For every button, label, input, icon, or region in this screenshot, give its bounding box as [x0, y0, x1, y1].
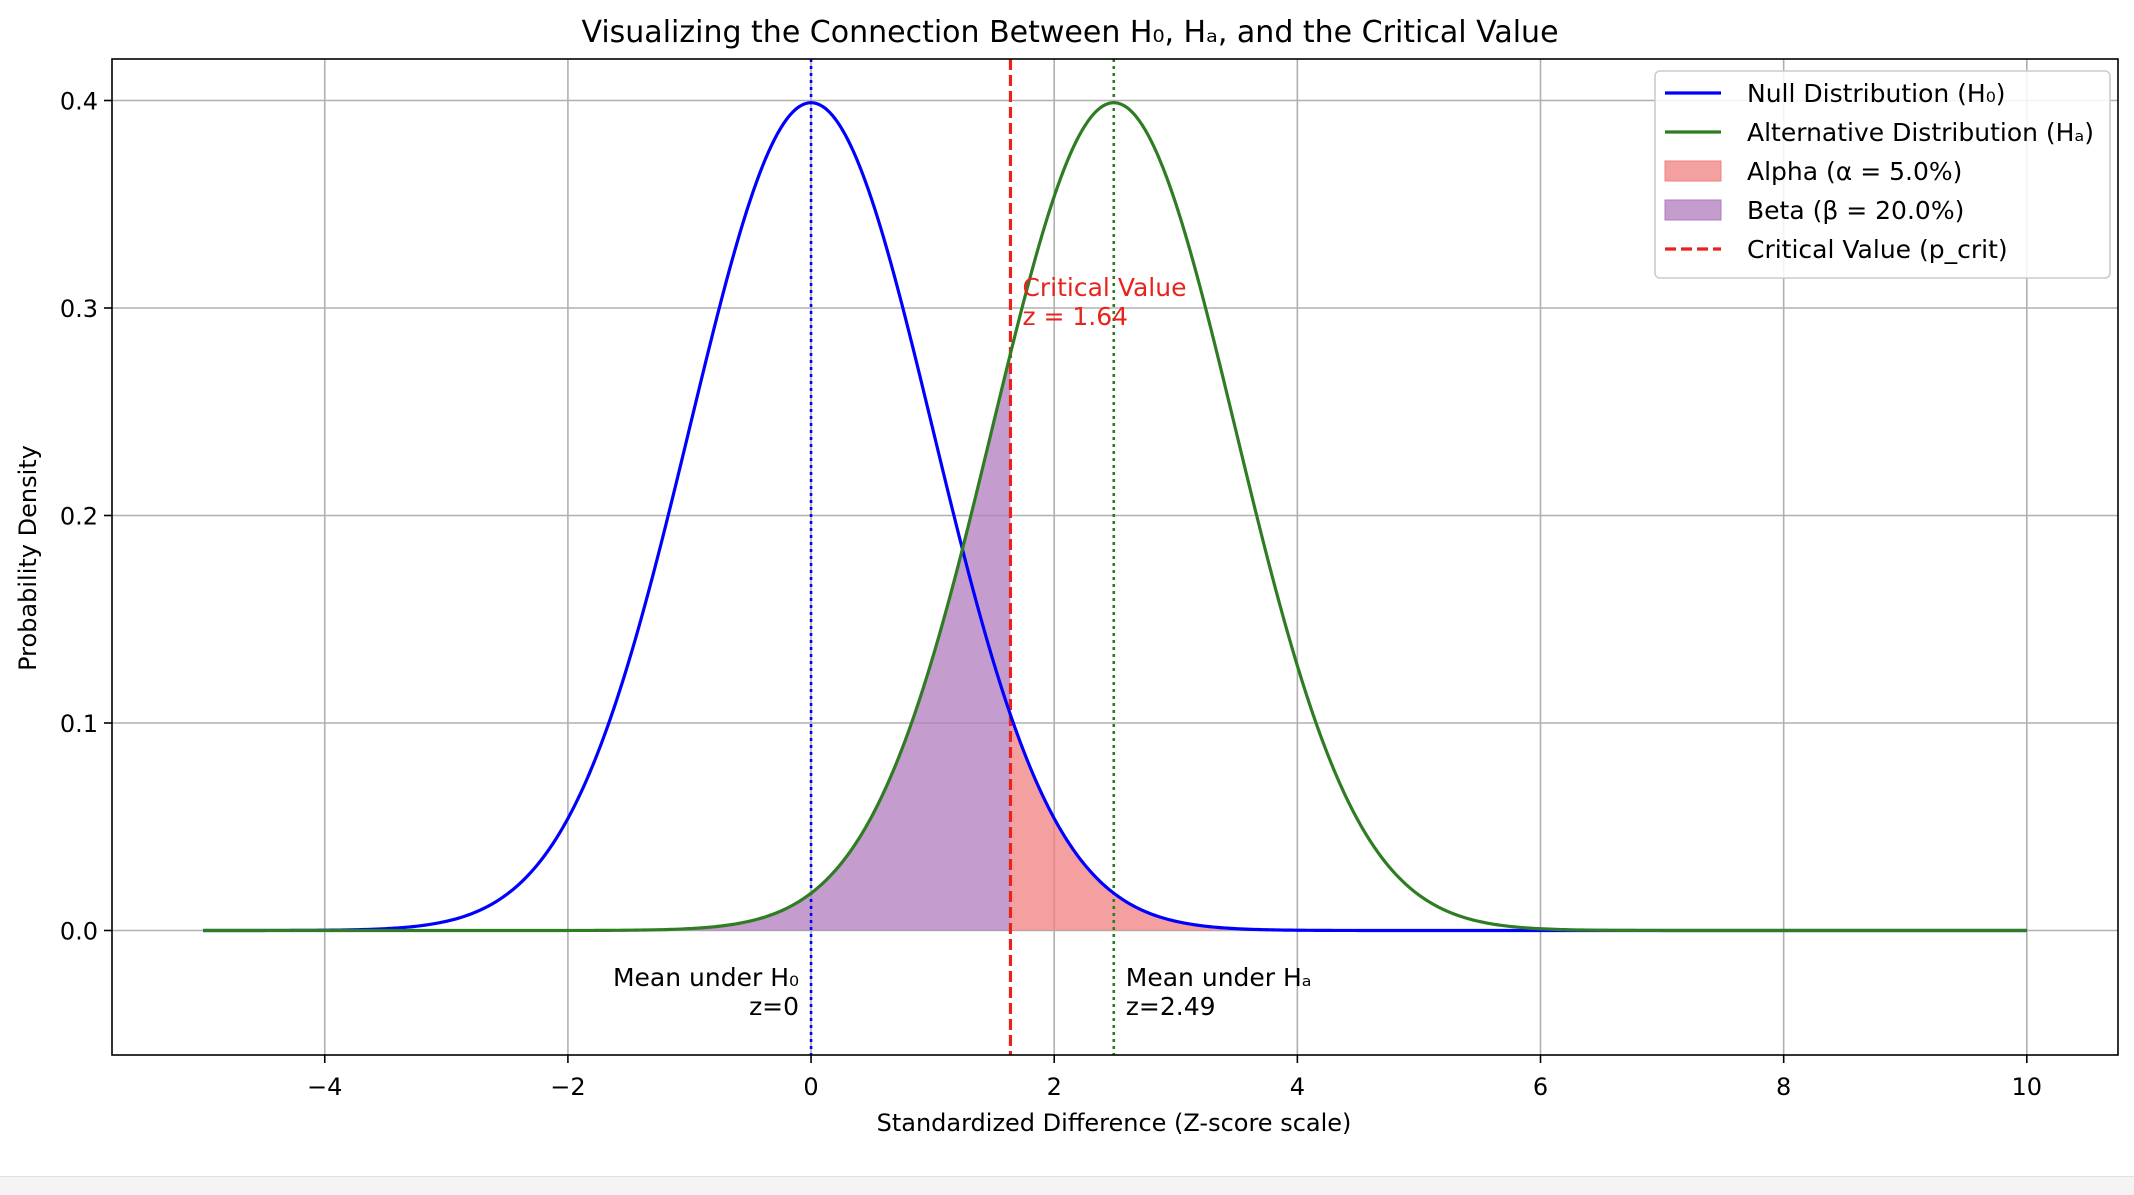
annotation-mean-null-line: Mean under H₀	[613, 963, 799, 992]
legend-patch-swatch	[1664, 160, 1722, 182]
x-tick-label: 2	[1047, 1073, 1062, 1101]
y-tick-label: 0.1	[60, 710, 98, 738]
legend-label: Null Distribution (H₀)	[1747, 79, 2006, 108]
y-tick-label: 0.3	[60, 295, 98, 323]
y-tick-label: 0.2	[60, 503, 98, 531]
annotation-critical-line: z = 1.64	[1022, 302, 1128, 331]
annotation-mean-null-line: z=0	[749, 992, 799, 1021]
annotation-mean-alt-line: Mean under Hₐ	[1126, 963, 1312, 992]
legend-patch-swatch	[1664, 199, 1722, 221]
y-tick-label: 0.0	[60, 918, 98, 946]
plot-frame	[111, 58, 2119, 1056]
x-axis-label: Standardized Difference (Z-score scale)	[877, 1109, 1352, 1137]
distribution-curves	[203, 101, 2027, 933]
axes: −4 −2 0 2 4 6 8 10 0.0 0.1 0.2 0.3 0.4	[60, 58, 2119, 1101]
chart-title: Visualizing the Connection Between H₀, H…	[581, 15, 1558, 50]
annotation-mean-alt-line: z=2.49	[1126, 992, 1216, 1021]
x-tick-label: 6	[1533, 1073, 1548, 1101]
x-tick-label: −4	[307, 1073, 342, 1101]
legend-label: Critical Value (p_crit)	[1747, 235, 2008, 264]
x-tick-label: 10	[2012, 1073, 2043, 1101]
reference-lines	[809, 59, 1116, 1055]
legend-label: Alpha (α = 5.0%)	[1747, 157, 1962, 186]
y-tick-label: 0.4	[60, 88, 98, 116]
x-tick-label: −2	[550, 1073, 585, 1101]
shaded-regions	[203, 353, 2027, 931]
shaded-region-beta	[203, 353, 1011, 931]
shaded-region-alpha	[1010, 714, 2027, 931]
legend-label: Alternative Distribution (Hₐ)	[1747, 118, 2094, 147]
output-cell-strip	[0, 1176, 2134, 1195]
alternative-distribution-curve	[203, 101, 2027, 933]
x-tick-label: 0	[803, 1073, 818, 1101]
y-axis-label: Probability Density	[14, 445, 42, 671]
legend-box	[1654, 70, 2111, 279]
annotation-critical-line: Critical Value	[1022, 273, 1186, 302]
x-tick-label: 8	[1776, 1073, 1791, 1101]
x-tick-label: 4	[1290, 1073, 1305, 1101]
legend-label: Beta (β = 20.0%)	[1747, 196, 1964, 225]
legend: Null Distribution (H₀) Alternative Distri…	[1654, 70, 2111, 279]
